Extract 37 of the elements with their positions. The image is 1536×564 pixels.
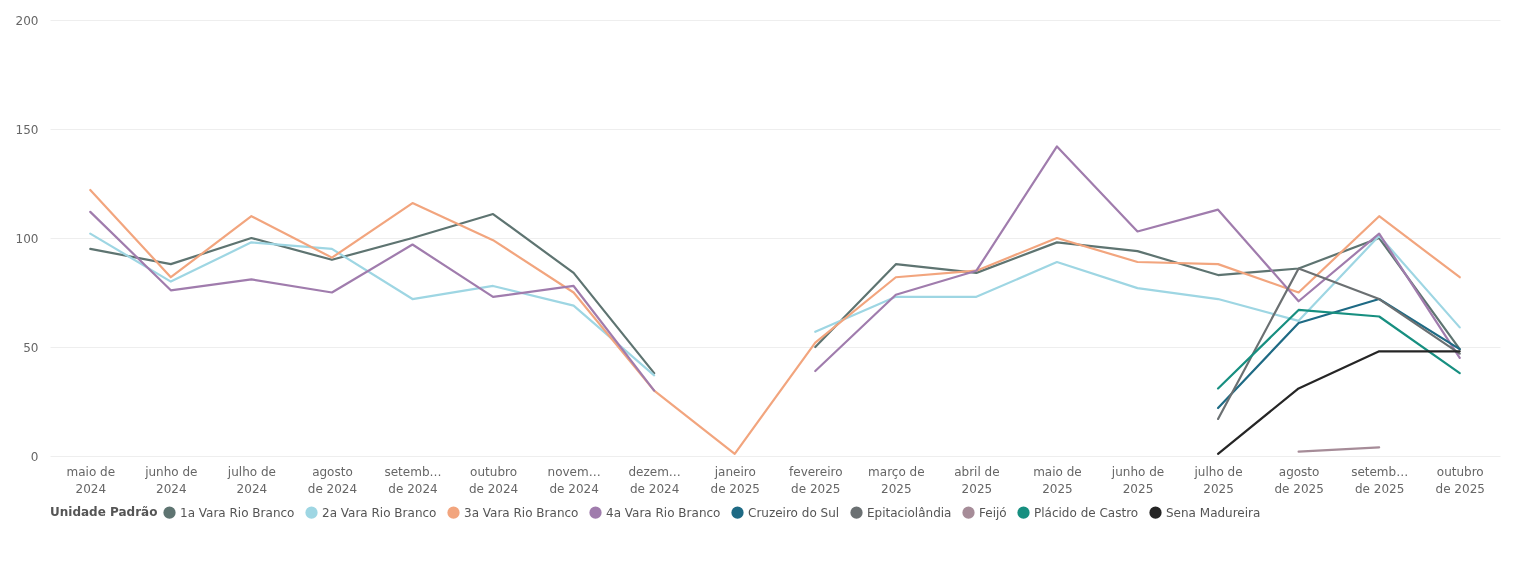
y-tick-label: 0 xyxy=(30,449,39,464)
line-series xyxy=(1216,308,1461,390)
x-tick-label: julho de 2024 xyxy=(226,464,276,496)
y-tick-label: 150 xyxy=(15,122,39,137)
x-tick-label: setemb… de 2025 xyxy=(1351,464,1409,496)
line-series xyxy=(1216,267,1461,421)
x-tick-label: novem… de 2024 xyxy=(547,464,601,496)
x-tick-label: janeiro de 2025 xyxy=(710,464,760,496)
x-tick-label: maio de 2024 xyxy=(66,464,116,496)
x-tick-label: setemb… de 2024 xyxy=(384,464,442,496)
legend-label: Plácido de Castro xyxy=(1034,505,1139,520)
x-tick-label: fevereiro de 2025 xyxy=(789,464,843,496)
x-tick-label: junho de 2024 xyxy=(144,464,198,496)
y-tick-label: 50 xyxy=(23,340,39,355)
x-tick-label: julho de 2025 xyxy=(1193,464,1243,496)
legend-label: Epitaciolândia xyxy=(867,505,952,520)
x-tick-label: abril de 2025 xyxy=(954,464,1000,496)
x-tick-label: agosto de 2024 xyxy=(307,464,358,496)
x-tick-label: agosto de 2025 xyxy=(1274,464,1324,496)
legend-label: 3a Vara Rio Branco xyxy=(464,505,579,520)
x-tick-label: outubro de 2025 xyxy=(1435,464,1485,496)
x-tick-label: dezem… de 2024 xyxy=(628,464,681,496)
x-tick-label: outubro de 2024 xyxy=(468,464,519,496)
x-tick-label: junho de 2025 xyxy=(1110,464,1165,496)
legend-label: 4a Vara Rio Branco xyxy=(606,505,721,520)
legend-label: Feijó xyxy=(979,505,1007,520)
x-tick-label: março de 2025 xyxy=(868,464,925,496)
legend-label: 1a Vara Rio Branco xyxy=(180,505,295,520)
line-series xyxy=(89,188,1461,455)
legend-label: 2a Vara Rio Branco xyxy=(322,505,437,520)
legend-label: Sena Madureira xyxy=(1166,505,1261,520)
y-tick-label: 100 xyxy=(15,231,39,246)
y-tick-label: 200 xyxy=(15,13,39,28)
x-tick-label: maio de 2025 xyxy=(1033,464,1082,496)
legend-label: Cruzeiro do Sul xyxy=(748,505,840,520)
line-series xyxy=(1216,297,1461,410)
legend-title: Unidade Padrão xyxy=(50,505,158,519)
